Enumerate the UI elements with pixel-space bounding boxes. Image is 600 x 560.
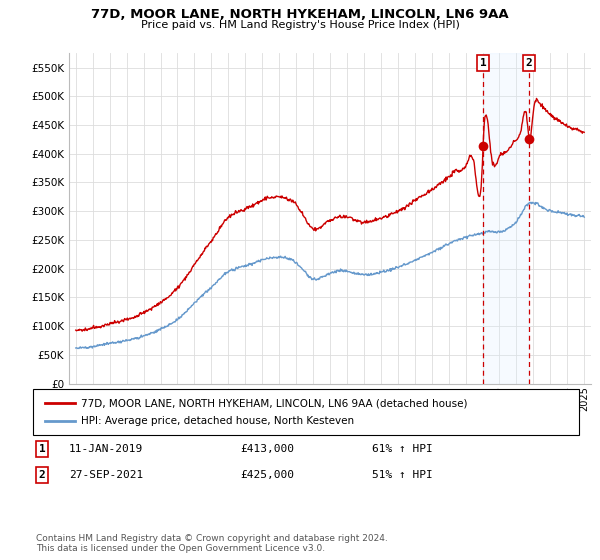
Bar [483, 53, 529, 384]
Text: £413,000: £413,000 [240, 444, 294, 454]
Text: 77D, MOOR LANE, NORTH HYKEHAM, LINCOLN, LN6 9AA (detached house): 77D, MOOR LANE, NORTH HYKEHAM, LINCOLN, … [81, 398, 467, 408]
Text: 11-JAN-2019: 11-JAN-2019 [69, 444, 143, 454]
Text: 1: 1 [38, 444, 46, 454]
Text: Price paid vs. HM Land Registry's House Price Index (HPI): Price paid vs. HM Land Registry's House … [140, 20, 460, 30]
Text: 2: 2 [38, 470, 46, 480]
Text: Contains HM Land Registry data © Crown copyright and database right 2024.
This d: Contains HM Land Registry data © Crown c… [36, 534, 388, 553]
Text: £425,000: £425,000 [240, 470, 294, 480]
Text: 27-SEP-2021: 27-SEP-2021 [69, 470, 143, 480]
Text: 51% ↑ HPI: 51% ↑ HPI [372, 470, 433, 480]
Text: 1: 1 [479, 58, 487, 68]
Text: HPI: Average price, detached house, North Kesteven: HPI: Average price, detached house, Nort… [81, 416, 354, 426]
Text: 61% ↑ HPI: 61% ↑ HPI [372, 444, 433, 454]
Text: 77D, MOOR LANE, NORTH HYKEHAM, LINCOLN, LN6 9AA: 77D, MOOR LANE, NORTH HYKEHAM, LINCOLN, … [91, 8, 509, 21]
Text: 2: 2 [526, 58, 533, 68]
